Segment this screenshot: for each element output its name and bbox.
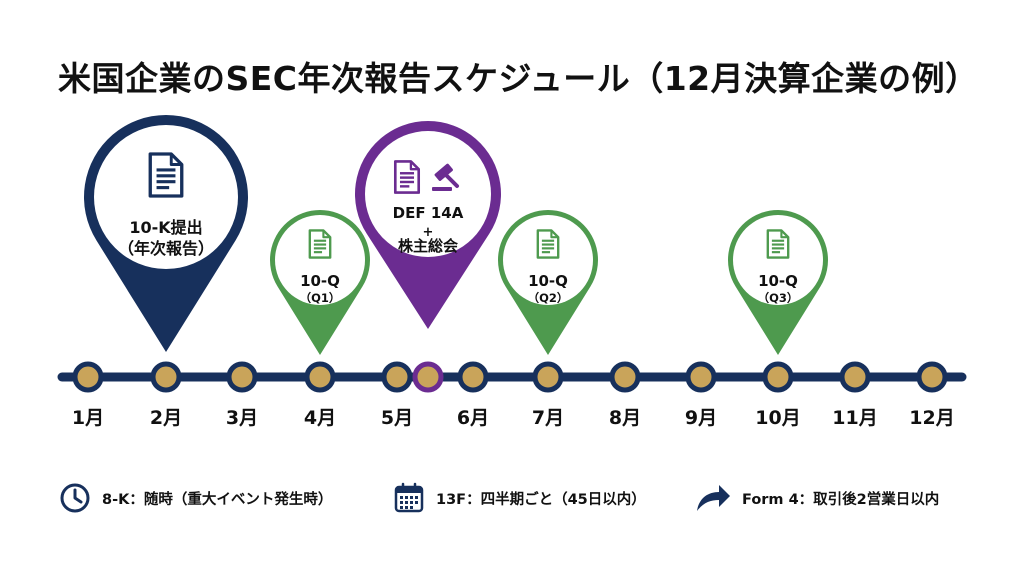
legend-13f-text: 13F：四半期ごと（45日以内） bbox=[436, 491, 646, 508]
marker-10k: 10-K提出 （年次報告） bbox=[83, 114, 248, 352]
month-label-3: 3月 bbox=[226, 407, 258, 429]
month-label-7: 7月 bbox=[532, 407, 564, 429]
month-dot-12 bbox=[916, 361, 948, 393]
gavel-icon bbox=[432, 163, 459, 191]
month-label-6: 6月 bbox=[457, 407, 489, 429]
clock-icon bbox=[60, 483, 90, 513]
legend-form4-text: Form 4：取引後2営業日以内 bbox=[742, 491, 940, 508]
marker-label: （Q1） bbox=[300, 291, 341, 305]
month-dot-10 bbox=[762, 361, 794, 393]
marker-label: （Q2） bbox=[528, 291, 569, 305]
month-dot-3 bbox=[226, 361, 258, 393]
month-dot-1 bbox=[72, 361, 104, 393]
marker-label: 10-K提出 bbox=[129, 218, 202, 237]
month-label-10: 10月 bbox=[755, 407, 800, 429]
page-title: 米国企業のSEC年次報告スケジュール（12月決算企業の例） bbox=[58, 59, 979, 98]
marker-label: （Q3） bbox=[758, 291, 799, 305]
legend-13f: 13F：四半期ごと（45日以内） bbox=[392, 480, 646, 516]
timeline-diagram: 1月 2月 3月 4月 5月 6月 7月 8月 9月 10月 11月 12月 10-K提出 （年次報告）… bbox=[57, 114, 967, 429]
marker-q3: 10-Q（Q3） bbox=[728, 210, 828, 355]
meeting-dot bbox=[412, 361, 444, 393]
month-dot-8 bbox=[609, 361, 641, 393]
marker-label: 10-Q bbox=[528, 272, 568, 290]
marker-q2: 10-Q（Q2） bbox=[497, 210, 598, 355]
marker-label: 株主総会 bbox=[398, 237, 458, 255]
month-dot-2 bbox=[150, 361, 182, 393]
legend-8k-text: 8-K：随時（重大イベント発生時） bbox=[102, 491, 333, 508]
marker-label: + bbox=[423, 225, 434, 240]
month-label-1: 1月 bbox=[72, 407, 104, 429]
legend-8k: 8-K：随時（重大イベント発生時） bbox=[58, 480, 332, 516]
month-dot-5 bbox=[381, 361, 413, 393]
timeline-axis: 1月 2月 3月 4月 5月 6月 7月 8月 9月 10月 11月 12月 bbox=[57, 361, 967, 429]
month-label-4: 4月 bbox=[304, 407, 336, 429]
month-label-5: 5月 bbox=[381, 407, 413, 429]
marker-label: （年次報告） bbox=[118, 239, 214, 258]
month-dot-9 bbox=[685, 361, 717, 393]
month-label-2: 2月 bbox=[150, 407, 182, 429]
month-label-9: 9月 bbox=[685, 407, 717, 429]
arrow-icon bbox=[697, 485, 730, 511]
timeline-markers: 10-K提出（年次報告）10-Q（Q1）DEF 14A+株主総会10-Q（Q2）… bbox=[83, 114, 828, 355]
marker-q1: 10-Q（Q1） bbox=[270, 210, 370, 355]
month-label-8: 8月 bbox=[609, 407, 641, 429]
marker-def14a: DEF 14A +株主総会 bbox=[354, 121, 502, 329]
legend-form4: Form 4：取引後2営業日以内 bbox=[694, 480, 939, 516]
month-dot-7 bbox=[532, 361, 564, 393]
calendar-icon bbox=[394, 482, 424, 513]
marker-label: 10-Q bbox=[300, 272, 340, 290]
month-dot-4 bbox=[304, 361, 336, 393]
month-label-11: 11月 bbox=[832, 407, 877, 429]
month-dot-11 bbox=[839, 361, 871, 393]
marker-label: 10-Q bbox=[758, 272, 798, 290]
marker-label: DEF 14A bbox=[393, 204, 464, 222]
month-dot-6 bbox=[457, 361, 489, 393]
month-label-12: 12月 bbox=[909, 407, 954, 429]
